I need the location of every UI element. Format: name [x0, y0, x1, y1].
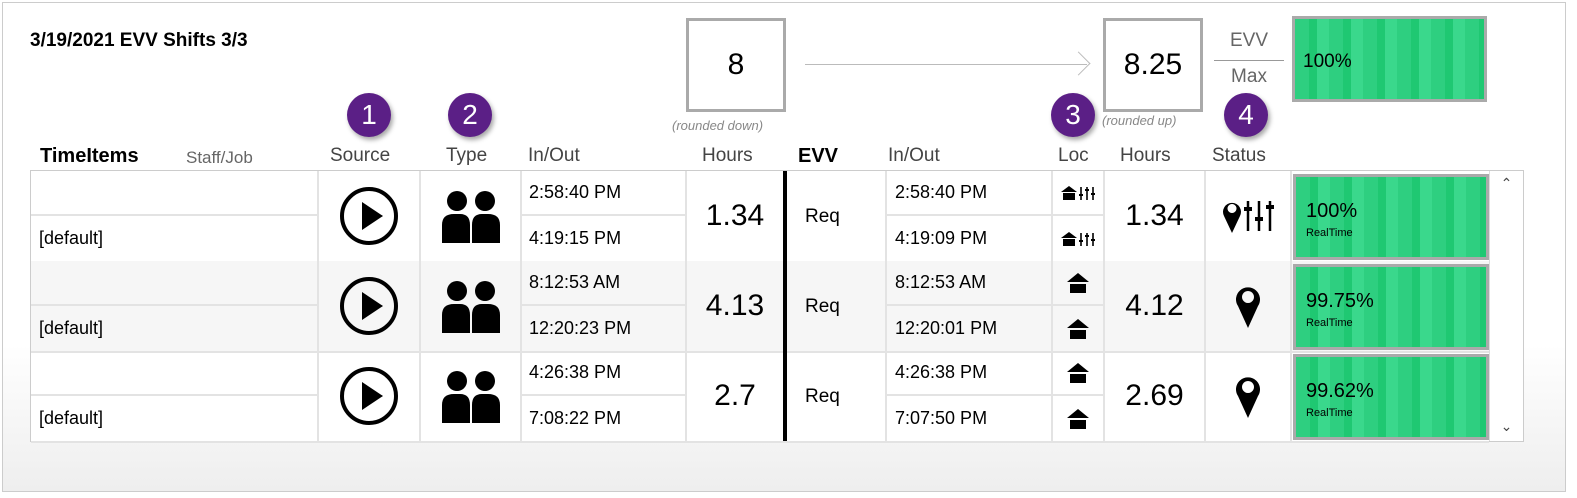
job-label: [default] — [39, 408, 104, 428]
rounded-up-caption: (rounded up) — [1102, 113, 1177, 128]
home-adjust-icon — [1053, 171, 1103, 216]
evv-time-in: 2:58:40 PM — [887, 171, 1051, 216]
evv-label: EVV — [1229, 30, 1269, 51]
percent-label: 99.75% — [1306, 290, 1374, 312]
header-status: Status — [1212, 145, 1266, 166]
header-type: Type — [446, 145, 488, 166]
overall-percent: 100% — [1303, 51, 1352, 72]
badge-1: 1 — [347, 93, 391, 137]
hours-value: 2.7 — [687, 351, 787, 441]
header-hours: Hours — [702, 145, 753, 166]
time-in: 2:58:40 PM — [522, 171, 685, 216]
mode-label: RealTime — [1306, 227, 1353, 239]
home-icon — [1053, 396, 1103, 441]
max-label: Max — [1231, 66, 1267, 87]
people-icon — [421, 261, 522, 351]
job-label: [default] — [39, 318, 104, 338]
evv-status: Req — [791, 351, 887, 441]
badge-2: 2 — [448, 93, 492, 137]
people-icon — [421, 351, 522, 441]
evv-status: Req — [791, 171, 887, 261]
evv-time-in: 4:26:38 PM — [887, 351, 1051, 396]
staff-job-cell: [default] — [31, 171, 319, 261]
table-row[interactable]: [default] 8:12:53 AM 12:20:23 PM 4.13 Re… — [31, 261, 1489, 353]
home-adjust-icon — [1053, 216, 1103, 261]
time-in: 4:26:38 PM — [522, 351, 685, 396]
percent-label: 99.62% — [1306, 380, 1374, 402]
staff-job-cell: [default] — [31, 351, 319, 441]
percent-label: 100% — [1306, 200, 1358, 222]
evv-progress-bar: 100% RealTime — [1293, 174, 1489, 260]
page-title: 3/19/2021 EVV Shifts 3/3 — [30, 30, 248, 51]
evv-hours-value: 1.34 — [1105, 171, 1206, 261]
pin-adjust-icon — [1206, 171, 1292, 261]
table-row[interactable]: [default] 4:26:38 PM 7:08:22 PM 2.7 Req … — [31, 351, 1489, 443]
header-evv: EVV — [798, 145, 839, 167]
time-out: 7:08:22 PM — [529, 408, 622, 428]
home-icon — [1053, 306, 1103, 351]
scrollbar[interactable]: ⌃ ⌄ — [1489, 171, 1523, 441]
fraction-divider — [1214, 60, 1284, 61]
table-row[interactable]: [default] 2:58:40 PM 4:19:15 PM 1.34 Req… — [31, 171, 1489, 263]
home-icon — [1053, 261, 1103, 306]
header-loc: Loc — [1058, 145, 1089, 166]
rounded-up-box: 8.25 — [1103, 18, 1203, 112]
evv-progress-bar: 99.75% RealTime — [1293, 264, 1489, 350]
timeitems-table: ⌃ ⌄ [default] 2:58:40 PM 4:19:15 PM 1.34… — [30, 170, 1524, 443]
evv-time-out: 7:07:50 PM — [895, 408, 988, 428]
play-circle-icon[interactable] — [319, 261, 421, 351]
play-circle-icon[interactable] — [319, 351, 421, 441]
header-evv-hours: Hours — [1120, 145, 1171, 166]
evv-progress-bar: 99.62% RealTime — [1293, 354, 1489, 440]
people-icon — [421, 171, 522, 261]
badge-4: 4 — [1224, 93, 1268, 137]
header-source: Source — [330, 145, 391, 166]
evv-hours-value: 2.69 — [1105, 351, 1206, 441]
mode-label: RealTime — [1306, 317, 1353, 329]
mode-label: RealTime — [1306, 407, 1353, 419]
scroll-up-icon[interactable]: ⌃ — [1500, 175, 1513, 191]
arrow-icon — [805, 51, 1091, 76]
rounded-down-box: 8 — [686, 18, 786, 112]
header-inout: In/Out — [528, 145, 580, 166]
time-out: 12:20:23 PM — [529, 318, 632, 338]
hours-value: 4.13 — [687, 261, 787, 351]
evv-time-out: 12:20:01 PM — [895, 318, 998, 338]
pin-icon — [1206, 261, 1292, 351]
evv-hours-value: 4.12 — [1105, 261, 1206, 351]
time-in: 8:12:53 AM — [522, 261, 685, 306]
header-staff-job: Staff/Job — [186, 148, 253, 167]
evv-status: Req — [791, 261, 887, 351]
overall-progress-bar: 100% — [1292, 16, 1487, 102]
rounded-down-caption: (rounded down) — [672, 118, 764, 133]
job-label: [default] — [39, 228, 104, 248]
time-out: 4:19:15 PM — [529, 228, 622, 248]
home-icon — [1053, 351, 1103, 396]
pin-icon — [1206, 351, 1292, 441]
evv-time-in: 8:12:53 AM — [887, 261, 1051, 306]
hours-value: 1.34 — [687, 171, 787, 261]
header-timeitems: TimeItems — [40, 145, 139, 167]
staff-job-cell: [default] — [31, 261, 319, 351]
scroll-down-icon[interactable]: ⌄ — [1500, 418, 1513, 434]
evv-time-out: 4:19:09 PM — [895, 228, 988, 248]
badge-3: 3 — [1051, 93, 1095, 137]
play-circle-icon[interactable] — [319, 171, 421, 261]
header-evv-inout: In/Out — [888, 145, 940, 166]
